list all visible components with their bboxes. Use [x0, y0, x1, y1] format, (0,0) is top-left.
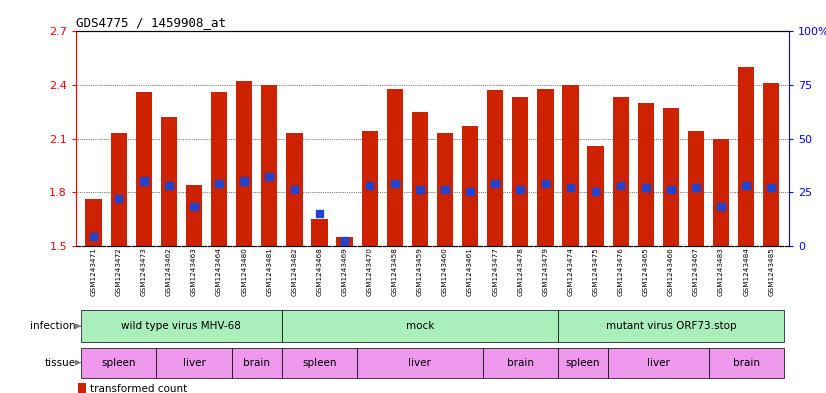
Bar — [613, 97, 629, 246]
Text: brain: brain — [243, 358, 270, 367]
Text: brain: brain — [507, 358, 534, 367]
Bar — [738, 67, 754, 246]
Bar — [662, 108, 679, 246]
Bar — [85, 199, 102, 246]
Bar — [186, 185, 202, 246]
Bar — [441, 186, 449, 193]
Bar — [467, 188, 474, 195]
Text: liver: liver — [647, 358, 670, 367]
Bar — [387, 88, 403, 246]
Bar — [512, 97, 529, 246]
Bar — [282, 347, 357, 378]
Bar — [341, 237, 349, 244]
Text: tissue: tissue — [45, 358, 76, 367]
Bar — [161, 117, 177, 246]
Bar — [240, 178, 248, 185]
Bar — [437, 133, 453, 246]
Bar — [81, 347, 156, 378]
Bar — [591, 188, 600, 195]
Bar — [236, 81, 252, 246]
Bar — [282, 310, 558, 342]
Bar — [357, 347, 482, 378]
Bar — [692, 184, 700, 191]
Bar — [487, 90, 503, 246]
Bar — [763, 83, 780, 246]
Bar — [709, 347, 784, 378]
Text: mock: mock — [406, 321, 434, 331]
Bar — [717, 203, 725, 210]
Bar — [231, 347, 282, 378]
Bar — [362, 131, 377, 246]
Bar — [482, 347, 558, 378]
Bar — [537, 88, 553, 246]
Bar — [78, 384, 86, 393]
Text: transformed count: transformed count — [90, 384, 187, 393]
Bar — [767, 184, 775, 191]
Bar — [416, 186, 424, 193]
Bar — [140, 178, 148, 185]
Bar — [286, 133, 302, 246]
Bar — [411, 112, 428, 246]
Bar — [90, 233, 97, 240]
Bar — [391, 180, 398, 187]
Text: infection: infection — [31, 321, 76, 331]
Bar — [491, 180, 499, 187]
Bar — [567, 184, 574, 191]
Bar — [81, 310, 282, 342]
Bar — [336, 237, 353, 246]
Bar — [642, 184, 649, 191]
Bar — [190, 203, 197, 210]
Bar — [608, 347, 709, 378]
Bar — [667, 186, 675, 193]
Bar — [165, 182, 173, 189]
Bar — [587, 146, 604, 246]
Text: spleen: spleen — [566, 358, 601, 367]
Bar — [115, 195, 122, 202]
Bar — [638, 103, 654, 246]
Text: liver: liver — [408, 358, 431, 367]
Bar — [563, 85, 579, 246]
Text: wild type virus MHV-68: wild type virus MHV-68 — [121, 321, 241, 331]
Text: liver: liver — [183, 358, 206, 367]
Bar — [211, 92, 227, 246]
Bar — [516, 186, 524, 193]
Bar — [291, 186, 298, 193]
Bar — [156, 347, 231, 378]
Text: GDS4775 / 1459908_at: GDS4775 / 1459908_at — [76, 16, 226, 29]
Bar — [688, 131, 704, 246]
Text: mutant virus ORF73.stop: mutant virus ORF73.stop — [605, 321, 736, 331]
Bar — [261, 85, 278, 246]
Bar — [743, 182, 750, 189]
Bar — [617, 182, 624, 189]
Bar — [135, 92, 152, 246]
Text: brain: brain — [733, 358, 760, 367]
Bar — [558, 347, 608, 378]
Bar — [216, 180, 223, 187]
Bar — [111, 133, 127, 246]
Bar — [366, 182, 373, 189]
Bar — [542, 180, 549, 187]
Bar — [311, 219, 328, 246]
Bar — [316, 209, 323, 217]
Bar — [265, 173, 273, 180]
Bar — [558, 310, 784, 342]
Text: spleen: spleen — [302, 358, 337, 367]
Bar — [713, 138, 729, 246]
Text: spleen: spleen — [102, 358, 136, 367]
Bar — [462, 126, 478, 246]
